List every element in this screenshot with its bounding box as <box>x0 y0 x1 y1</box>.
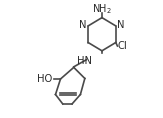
Text: HN: HN <box>77 56 92 66</box>
Text: Cl: Cl <box>118 41 127 51</box>
Text: N: N <box>79 20 87 30</box>
Text: N: N <box>117 20 125 30</box>
Text: NH$_2$: NH$_2$ <box>92 2 112 16</box>
Text: HO: HO <box>37 74 52 84</box>
